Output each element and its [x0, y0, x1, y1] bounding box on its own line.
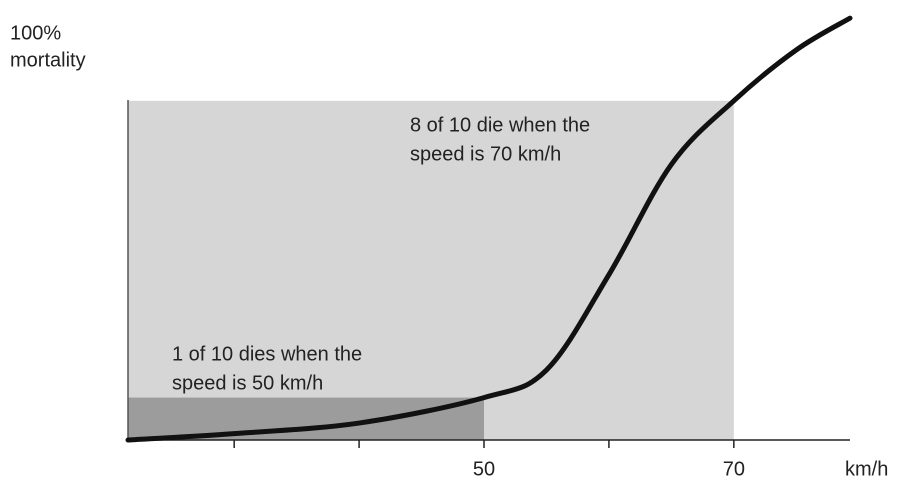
annotation-line: 1 of 10 dies when the — [172, 343, 362, 365]
annotation-line: speed is 70 km/h — [410, 143, 561, 165]
highlight-region — [128, 100, 734, 441]
highlight-region — [128, 397, 485, 440]
mortality-curve — [125, 15, 853, 443]
annotation-line: speed is 50 km/h — [172, 372, 323, 394]
annotation-line: 8 of 10 die when the — [410, 114, 590, 136]
y-label-line: mortality — [10, 49, 86, 71]
y-label-line: 100% — [10, 22, 61, 44]
x-tick-label: 70 — [723, 458, 745, 480]
x-tick-label: 50 — [473, 458, 495, 480]
x-label: km/h — [845, 458, 888, 480]
